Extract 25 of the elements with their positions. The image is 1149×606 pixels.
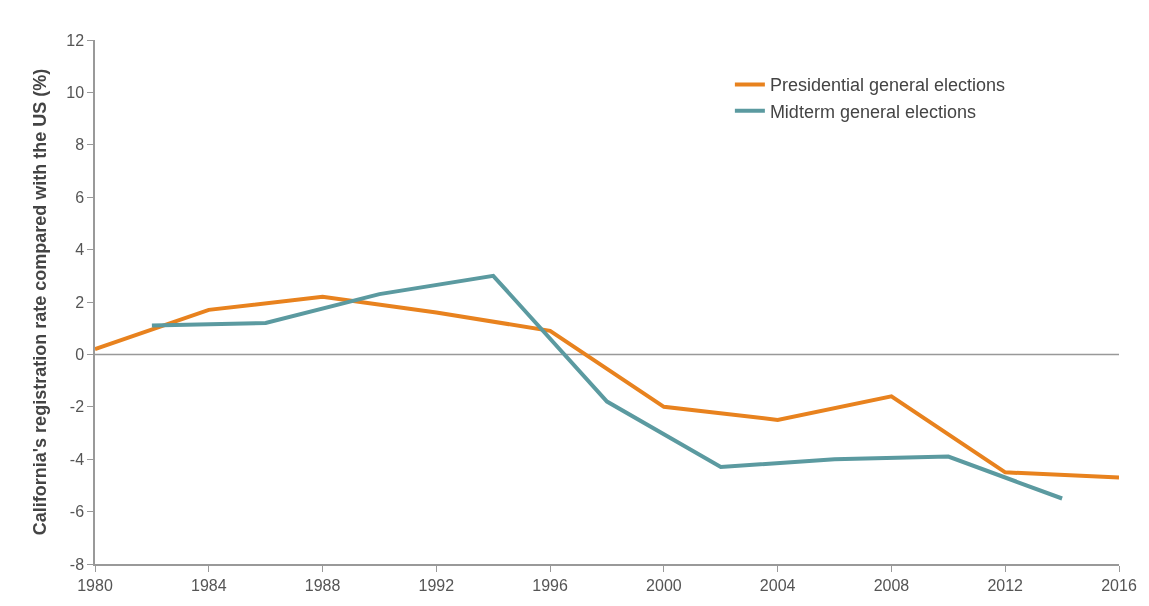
y-tick-label: 12 (66, 31, 85, 49)
y-axis-title: California's registration rate compared with the US (%) (29, 68, 50, 536)
line-series (149, 273, 1065, 501)
x-tick-label: 2012 (987, 576, 1024, 594)
y-tick-label: -4 (69, 450, 85, 468)
y-tick-label: 10 (66, 84, 85, 101)
y-tick-label: 8 (75, 136, 85, 154)
x-tick-label: 1980 (77, 576, 113, 594)
y-tick-label: -2 (69, 398, 85, 416)
x-tick-label: 2004 (759, 576, 796, 594)
x-tick-label: 1996 (532, 576, 569, 594)
y-tick-label: -8 (69, 555, 85, 573)
legend-label: Presidential general elections (769, 75, 1006, 96)
y-tick-label: -6 (69, 503, 85, 521)
x-tick-label: 1992 (418, 576, 455, 594)
y-tick-label: 2 (75, 293, 85, 311)
y-tick-label: 6 (75, 188, 85, 206)
y-tick-label: 4 (75, 241, 85, 259)
x-tick-label: 2000 (646, 576, 682, 594)
x-tick-label: 2008 (873, 576, 910, 594)
x-tick-label: 1988 (304, 576, 341, 594)
y-tick-label: 0 (75, 346, 85, 363)
x-tick-label: 2016 (1101, 576, 1137, 594)
x-tick-label: 1984 (190, 576, 227, 594)
legend-label: Midterm general elections (769, 101, 976, 122)
